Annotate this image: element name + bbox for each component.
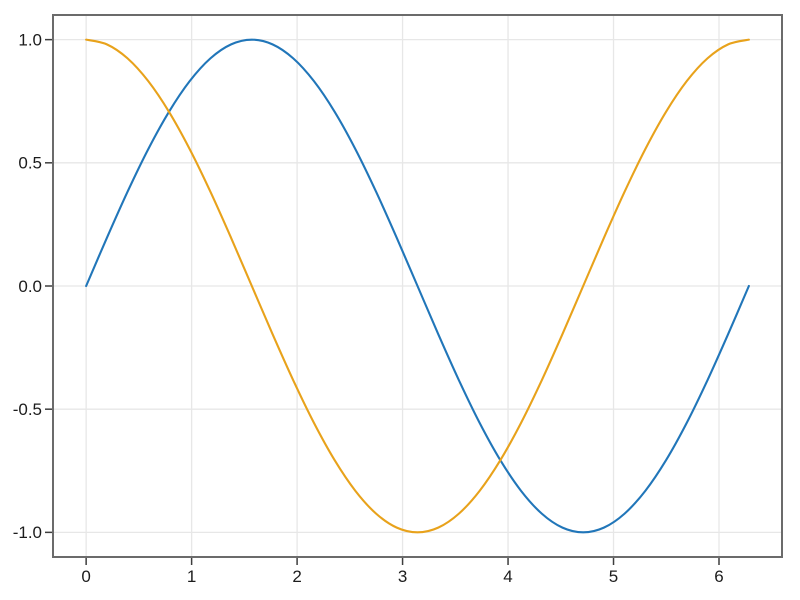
y-tick-label: -1.0 bbox=[13, 523, 42, 542]
y-tick-label: 0.5 bbox=[18, 154, 42, 173]
plot-frame bbox=[52, 14, 783, 558]
y-tick-label: 0.0 bbox=[18, 277, 42, 296]
series-cosx-line bbox=[85, 38, 750, 534]
x-tick-label: 2 bbox=[292, 567, 301, 586]
x-tick-label: 6 bbox=[714, 567, 723, 586]
y-tick-label: -0.5 bbox=[13, 400, 42, 419]
x-tick-label: 5 bbox=[609, 567, 618, 586]
x-tick-label: 1 bbox=[187, 567, 196, 586]
x-tick-label: 0 bbox=[81, 567, 90, 586]
x-tick-label: 3 bbox=[398, 567, 407, 586]
series-sinx-line bbox=[85, 38, 750, 534]
y-tick-label: 1.0 bbox=[18, 30, 42, 49]
x-tick-label: 4 bbox=[503, 567, 512, 586]
